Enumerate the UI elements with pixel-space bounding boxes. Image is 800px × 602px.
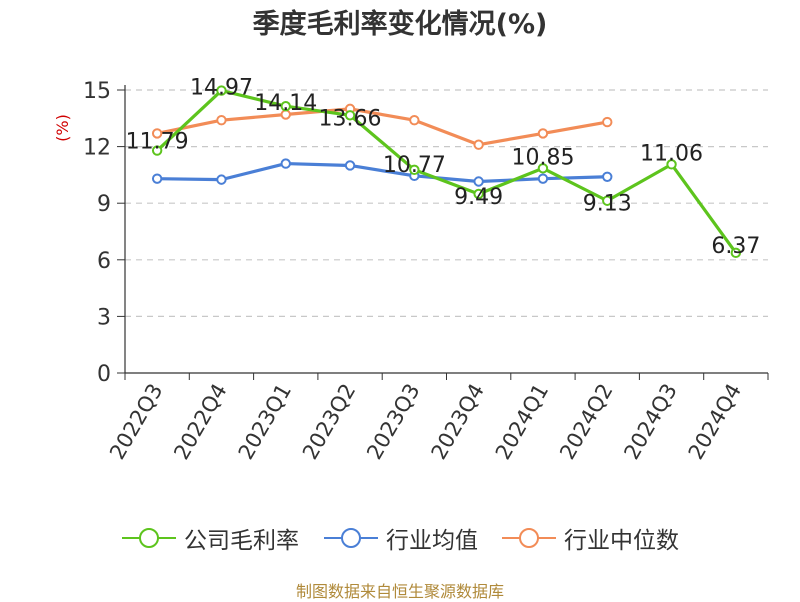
data-point <box>344 160 356 171</box>
legend-label-industry-mean: 行业均值 <box>386 528 478 554</box>
data-point <box>151 173 163 184</box>
grid-lines <box>125 89 768 317</box>
legend-item-company[interactable]: 公司毛利率 <box>120 520 299 556</box>
legend-label-industry-median: 行业中位数 <box>564 528 679 554</box>
x-tick-labels: 2022Q3 2022Q4 2023Q1 2023Q2 2023Q3 2023Q4 2024… <box>105 380 746 464</box>
x-tick-label: 2024Q1 <box>491 380 553 464</box>
data-point <box>473 139 484 150</box>
legend-marker-company <box>122 528 176 548</box>
data-label: 11.79 <box>126 130 189 155</box>
data-point <box>666 159 677 170</box>
x-tick-label: 2023Q1 <box>234 380 296 464</box>
y-tick-label: 9 <box>97 192 111 217</box>
data-point <box>409 164 420 176</box>
x-tick-label: 2022Q3 <box>105 380 167 464</box>
data-label: 13.66 <box>319 106 382 131</box>
data-label: 11.06 <box>640 141 703 166</box>
legend-item-industry-mean[interactable]: 行业均值 <box>322 520 478 556</box>
data-point <box>409 114 420 126</box>
axes <box>117 85 769 380</box>
data-point <box>473 188 484 200</box>
data-point <box>602 195 613 206</box>
y-tick-labels: 0 3 6 9 12 15 <box>83 79 111 387</box>
data-point <box>730 247 742 259</box>
data-label: 6.37 <box>711 234 760 259</box>
x-tick-label: 2024Q3 <box>619 380 681 464</box>
legend: 公司毛利率 行业均值 行业中位数 <box>0 520 800 556</box>
data-point <box>280 101 291 112</box>
data-label: 10.77 <box>383 153 446 178</box>
data-label: 14.97 <box>190 76 253 101</box>
data-point <box>216 114 227 126</box>
data-point <box>151 128 163 139</box>
x-tick-label: 2024Q2 <box>555 380 617 464</box>
y-tick-label: 12 <box>83 136 111 161</box>
series-line <box>156 107 608 147</box>
x-tick-label: 2022Q4 <box>169 380 231 464</box>
y-axis-label: (%) <box>53 114 72 142</box>
chart-title: 季度毛利率变化情况(%) <box>252 9 548 40</box>
data-point <box>537 163 549 174</box>
x-tick-label: 2023Q3 <box>362 380 424 464</box>
data-point <box>216 174 227 185</box>
data-point <box>537 173 549 184</box>
data-label: 10.85 <box>511 145 574 170</box>
data-point <box>602 116 613 128</box>
series-line <box>156 88 738 254</box>
data-point <box>473 176 484 187</box>
y-tick-label: 3 <box>97 305 111 330</box>
legend-label-company: 公司毛利率 <box>184 528 299 554</box>
data-label: 14.14 <box>254 91 317 116</box>
data-point <box>151 145 163 156</box>
y-tick-label: 0 <box>97 362 111 387</box>
x-tick-label: 2023Q4 <box>427 380 489 464</box>
legend-marker-industry-mean <box>324 528 378 548</box>
series-points <box>151 85 742 259</box>
data-point <box>344 110 356 121</box>
data-point <box>537 128 549 139</box>
data-label: 9.13 <box>583 192 632 217</box>
data-point <box>280 158 291 169</box>
source-note: 制图数据来自恒生聚源数据库 <box>295 582 504 601</box>
legend-marker-industry-median <box>502 528 556 548</box>
data-point <box>216 85 227 96</box>
data-point <box>602 171 613 182</box>
y-tick-label: 15 <box>83 79 111 104</box>
x-tick-label: 2023Q2 <box>298 380 360 464</box>
legend-item-industry-median[interactable]: 行业中位数 <box>500 520 679 556</box>
data-label: 9.49 <box>454 185 503 210</box>
y-tick-label: 6 <box>97 249 111 274</box>
series-lines <box>156 88 738 254</box>
series-line <box>157 161 608 184</box>
x-tick-label: 2024Q4 <box>684 380 746 464</box>
